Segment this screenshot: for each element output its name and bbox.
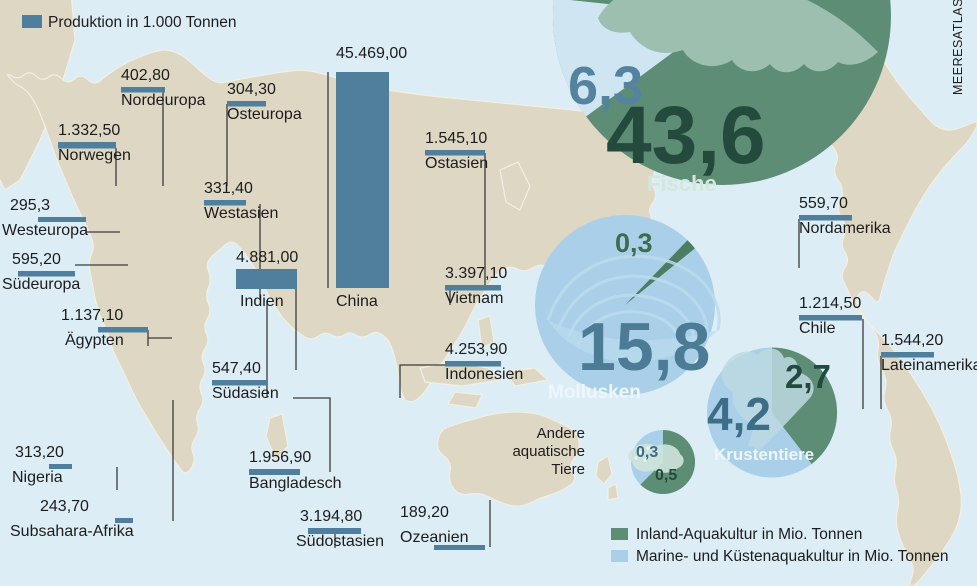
- svg-text:1.545,10: 1.545,10: [425, 130, 487, 147]
- svg-text:Vietnam: Vietnam: [445, 290, 503, 307]
- svg-text:45.469,00: 45.469,00: [336, 45, 407, 62]
- svg-text:15,8: 15,8: [578, 309, 710, 385]
- svg-text:4,2: 4,2: [707, 388, 771, 440]
- svg-text:Südeuropa: Südeuropa: [2, 276, 80, 293]
- svg-text:Bangladesch: Bangladesch: [249, 475, 342, 492]
- svg-text:243,70: 243,70: [40, 498, 89, 515]
- svg-text:402,80: 402,80: [121, 67, 170, 84]
- svg-text:Subsahara-Afrika: Subsahara-Afrika: [10, 523, 134, 540]
- svg-text:aquatische: aquatische: [512, 443, 585, 460]
- svg-text:Mollusken: Mollusken: [548, 382, 641, 403]
- svg-text:Nordamerika: Nordamerika: [799, 220, 891, 237]
- svg-text:0,5: 0,5: [655, 467, 677, 484]
- svg-text:Nigeria: Nigeria: [12, 469, 63, 486]
- svg-text:Fische: Fische: [647, 171, 717, 196]
- svg-text:Osteuropa: Osteuropa: [227, 106, 302, 123]
- svg-text:1.137,10: 1.137,10: [61, 307, 123, 324]
- svg-text:Indien: Indien: [240, 293, 284, 310]
- svg-text:189,20: 189,20: [400, 504, 449, 521]
- svg-text:3.397,10: 3.397,10: [445, 265, 507, 282]
- svg-text:MEERESATLAS 2017 / FAO: MEERESATLAS 2017 / FAO: [951, 0, 965, 95]
- svg-text:1.956,90: 1.956,90: [249, 449, 311, 466]
- svg-text:Ägypten: Ägypten: [65, 331, 124, 349]
- svg-text:595,20: 595,20: [12, 251, 61, 268]
- svg-text:4.881,00: 4.881,00: [236, 249, 298, 266]
- svg-text:Andere: Andere: [537, 425, 585, 442]
- svg-text:0,3: 0,3: [615, 228, 653, 258]
- svg-text:Marine- und Küstenaquakultur i: Marine- und Küstenaquakultur in Mio. Ton…: [636, 548, 949, 565]
- svg-text:Ostasien: Ostasien: [425, 155, 488, 172]
- svg-text:Westeuropa: Westeuropa: [2, 222, 88, 239]
- svg-text:Südasien: Südasien: [212, 385, 279, 402]
- svg-text:547,40: 547,40: [212, 360, 261, 377]
- svg-text:Chile: Chile: [799, 320, 836, 337]
- svg-text:1.544,20: 1.544,20: [881, 332, 943, 349]
- svg-text:Tiere: Tiere: [551, 461, 585, 478]
- svg-text:Lateinamerika: Lateinamerika: [881, 357, 977, 374]
- svg-text:295,3: 295,3: [10, 197, 50, 214]
- svg-text:Nordeuropa: Nordeuropa: [121, 92, 206, 109]
- svg-text:0,3: 0,3: [636, 444, 658, 461]
- svg-text:Ozeanien: Ozeanien: [400, 529, 469, 546]
- svg-text:Produktion in 1.000 Tonnen: Produktion in 1.000 Tonnen: [48, 14, 236, 31]
- svg-text:2,7: 2,7: [785, 358, 831, 395]
- svg-text:304,30: 304,30: [227, 81, 276, 98]
- svg-text:Südostasien: Südostasien: [296, 533, 384, 550]
- svg-text:Krustentiere: Krustentiere: [714, 445, 814, 464]
- svg-text:43,6: 43,6: [606, 90, 766, 181]
- svg-text:313,20: 313,20: [15, 444, 64, 461]
- svg-text:1.332,50: 1.332,50: [58, 122, 120, 139]
- svg-text:1.214,50: 1.214,50: [799, 295, 861, 312]
- svg-text:4.253,90: 4.253,90: [445, 341, 507, 358]
- svg-text:Norwegen: Norwegen: [58, 147, 131, 164]
- svg-text:331,40: 331,40: [204, 180, 253, 197]
- svg-text:Inland-Aquakultur in Mio. Tonn: Inland-Aquakultur in Mio. Tonnen: [636, 526, 862, 543]
- svg-text:3.194,80: 3.194,80: [300, 508, 362, 525]
- svg-text:559,70: 559,70: [799, 195, 848, 212]
- svg-text:Westasien: Westasien: [204, 205, 278, 222]
- svg-text:China: China: [336, 293, 378, 310]
- svg-text:Indonesien: Indonesien: [445, 366, 523, 383]
